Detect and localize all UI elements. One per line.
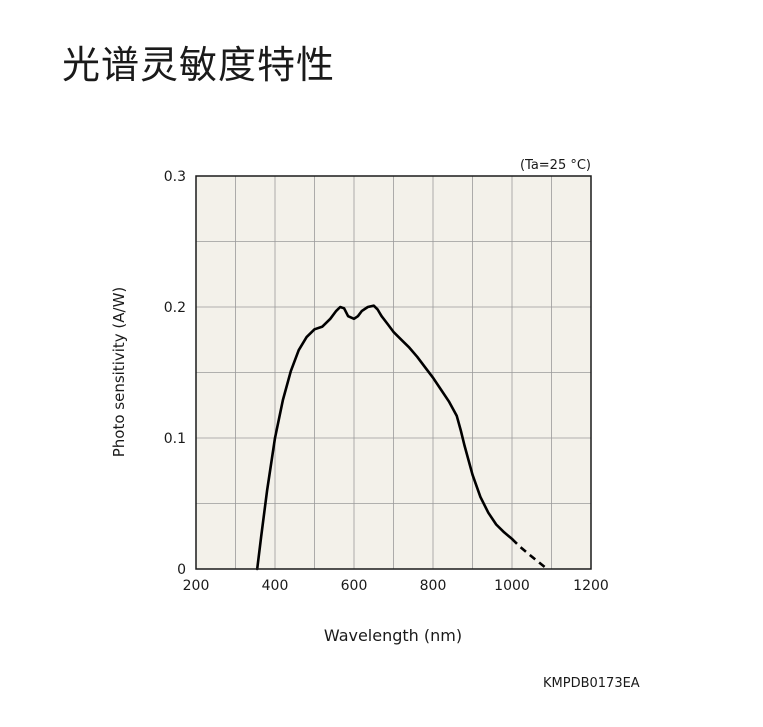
series-line (255, 304, 514, 571)
y-tick-label: 0.1 (164, 431, 186, 447)
grid-lines (196, 176, 591, 569)
document-code: KMPDB0173EA (543, 676, 640, 691)
x-tick-labels: 200 400 600 800 1000 1200 (183, 578, 609, 594)
y-tick-label: 0.3 (164, 169, 186, 185)
plot-frame (195, 175, 592, 570)
x-tick-label: 1200 (573, 578, 609, 594)
y-tick-labels: 0 0.1 0.2 0.3 (164, 169, 186, 578)
x-tick-label: 600 (341, 578, 368, 594)
x-axis-label: Wavelength (nm) (324, 626, 462, 645)
x-tick-label: 1000 (494, 578, 530, 594)
series-layer (255, 304, 547, 571)
x-tick-label: 800 (420, 578, 447, 594)
page-title: 光谱灵敏度特性 (62, 43, 336, 87)
y-axis-label: Photo sensitivity (A/W) (110, 287, 128, 458)
x-tick-label: 200 (183, 578, 210, 594)
y-tick-label: 0.2 (164, 300, 186, 316)
y-tick-label: 0 (177, 562, 186, 578)
condition-note: (Ta=25 °C) (520, 158, 591, 173)
x-tick-label: 400 (262, 578, 289, 594)
